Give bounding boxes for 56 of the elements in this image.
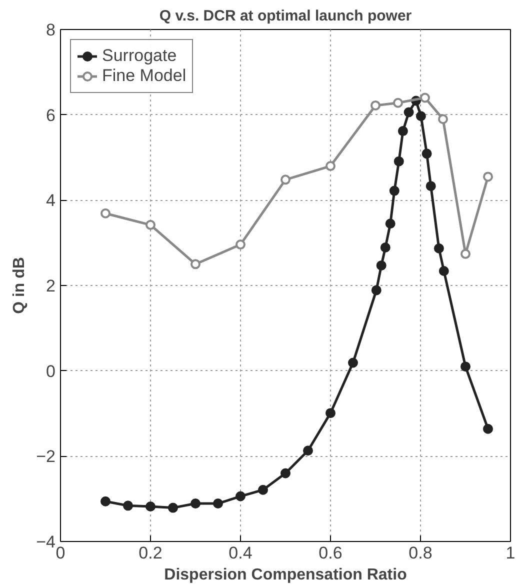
point [190, 498, 200, 509]
y-tick-label: −4 [36, 532, 56, 552]
point [420, 92, 430, 103]
point [303, 446, 313, 456]
point [376, 260, 386, 270]
point [426, 181, 436, 192]
point [213, 498, 223, 509]
y-tick-label: 6 [46, 106, 56, 125]
point [146, 220, 156, 230]
point [168, 502, 178, 513]
point [434, 243, 444, 254]
point [438, 266, 449, 276]
y-tick-label: 0 [46, 362, 56, 381]
point [123, 500, 133, 511]
point [422, 148, 432, 159]
point [460, 248, 470, 259]
point [483, 424, 493, 434]
point [380, 242, 390, 253]
chart-title: Q v.s. DCR at optimal launch power [159, 8, 412, 24]
y-axis-title: Q in dB [11, 257, 28, 314]
y-tick-label: 2 [46, 276, 56, 296]
x-tick-label: 0.6 [318, 544, 342, 562]
y-tick-label: 4 [46, 191, 56, 210]
y-tick-label: 8 [46, 20, 56, 40]
point [100, 496, 110, 506]
point [190, 259, 200, 270]
point [326, 161, 336, 172]
point [404, 107, 414, 118]
x-tick-label: 0.8 [408, 544, 432, 562]
point [398, 126, 408, 136]
point [460, 362, 470, 372]
point [389, 186, 400, 196]
point [236, 240, 246, 250]
x-axis-title: Dispersion Compensation Ratio [164, 566, 408, 584]
point [483, 172, 493, 182]
point [280, 468, 290, 478]
point [280, 174, 290, 185]
y-tick-label: −2 [36, 447, 56, 466]
point [394, 156, 404, 166]
point [371, 285, 382, 296]
x-tick-label: 0.4 [228, 544, 252, 562]
point [416, 111, 426, 122]
point [438, 114, 448, 124]
point [236, 491, 246, 502]
legend-label: Fine Model [102, 66, 186, 86]
point [393, 98, 403, 108]
point [100, 208, 110, 218]
point [258, 484, 268, 495]
x-tick-label: 0.2 [138, 544, 162, 562]
legend-label: Surrogate [102, 46, 177, 66]
point [385, 218, 396, 229]
x-tick-label: 1 [506, 544, 516, 562]
point [370, 100, 380, 110]
point [146, 502, 156, 512]
point [348, 358, 358, 368]
point [326, 408, 336, 418]
